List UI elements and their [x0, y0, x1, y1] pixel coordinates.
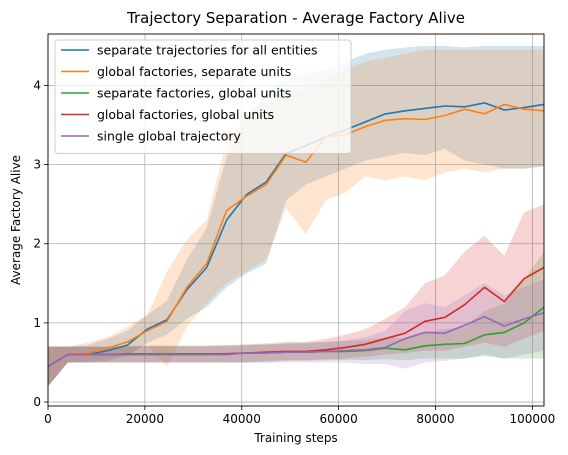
legend-label: single global trajectory [97, 129, 241, 144]
legend-label: separate trajectories for all entities [97, 43, 318, 58]
legend-label: global factories, global units [97, 107, 274, 122]
y-tick-label: 2 [33, 237, 41, 251]
legend-label: separate factories, global units [97, 86, 291, 101]
y-axis: 0 1 2 3 4 [33, 78, 48, 409]
x-tick-label: 0 [44, 412, 52, 426]
x-tick-label: 80000 [416, 412, 454, 426]
y-tick-label: 1 [33, 316, 41, 330]
y-tick-label: 4 [33, 78, 41, 92]
x-tick-label: 20000 [126, 412, 164, 426]
x-axis-label: Training steps [253, 431, 337, 445]
x-axis: 0 20000 40000 60000 80000 100000 [44, 406, 555, 426]
chart-title: Trajectory Separation - Average Factory … [126, 9, 465, 27]
x-tick-label: 60000 [320, 412, 358, 426]
x-tick-label: 100000 [509, 412, 555, 426]
y-tick-label: 3 [33, 158, 41, 172]
x-tick-label: 40000 [223, 412, 261, 426]
legend: separate trajectories for all entities gl… [55, 40, 351, 154]
y-tick-label: 0 [33, 395, 41, 409]
y-axis-label: Average Factory Alive [9, 155, 23, 285]
legend-label: global factories, separate units [97, 64, 291, 79]
